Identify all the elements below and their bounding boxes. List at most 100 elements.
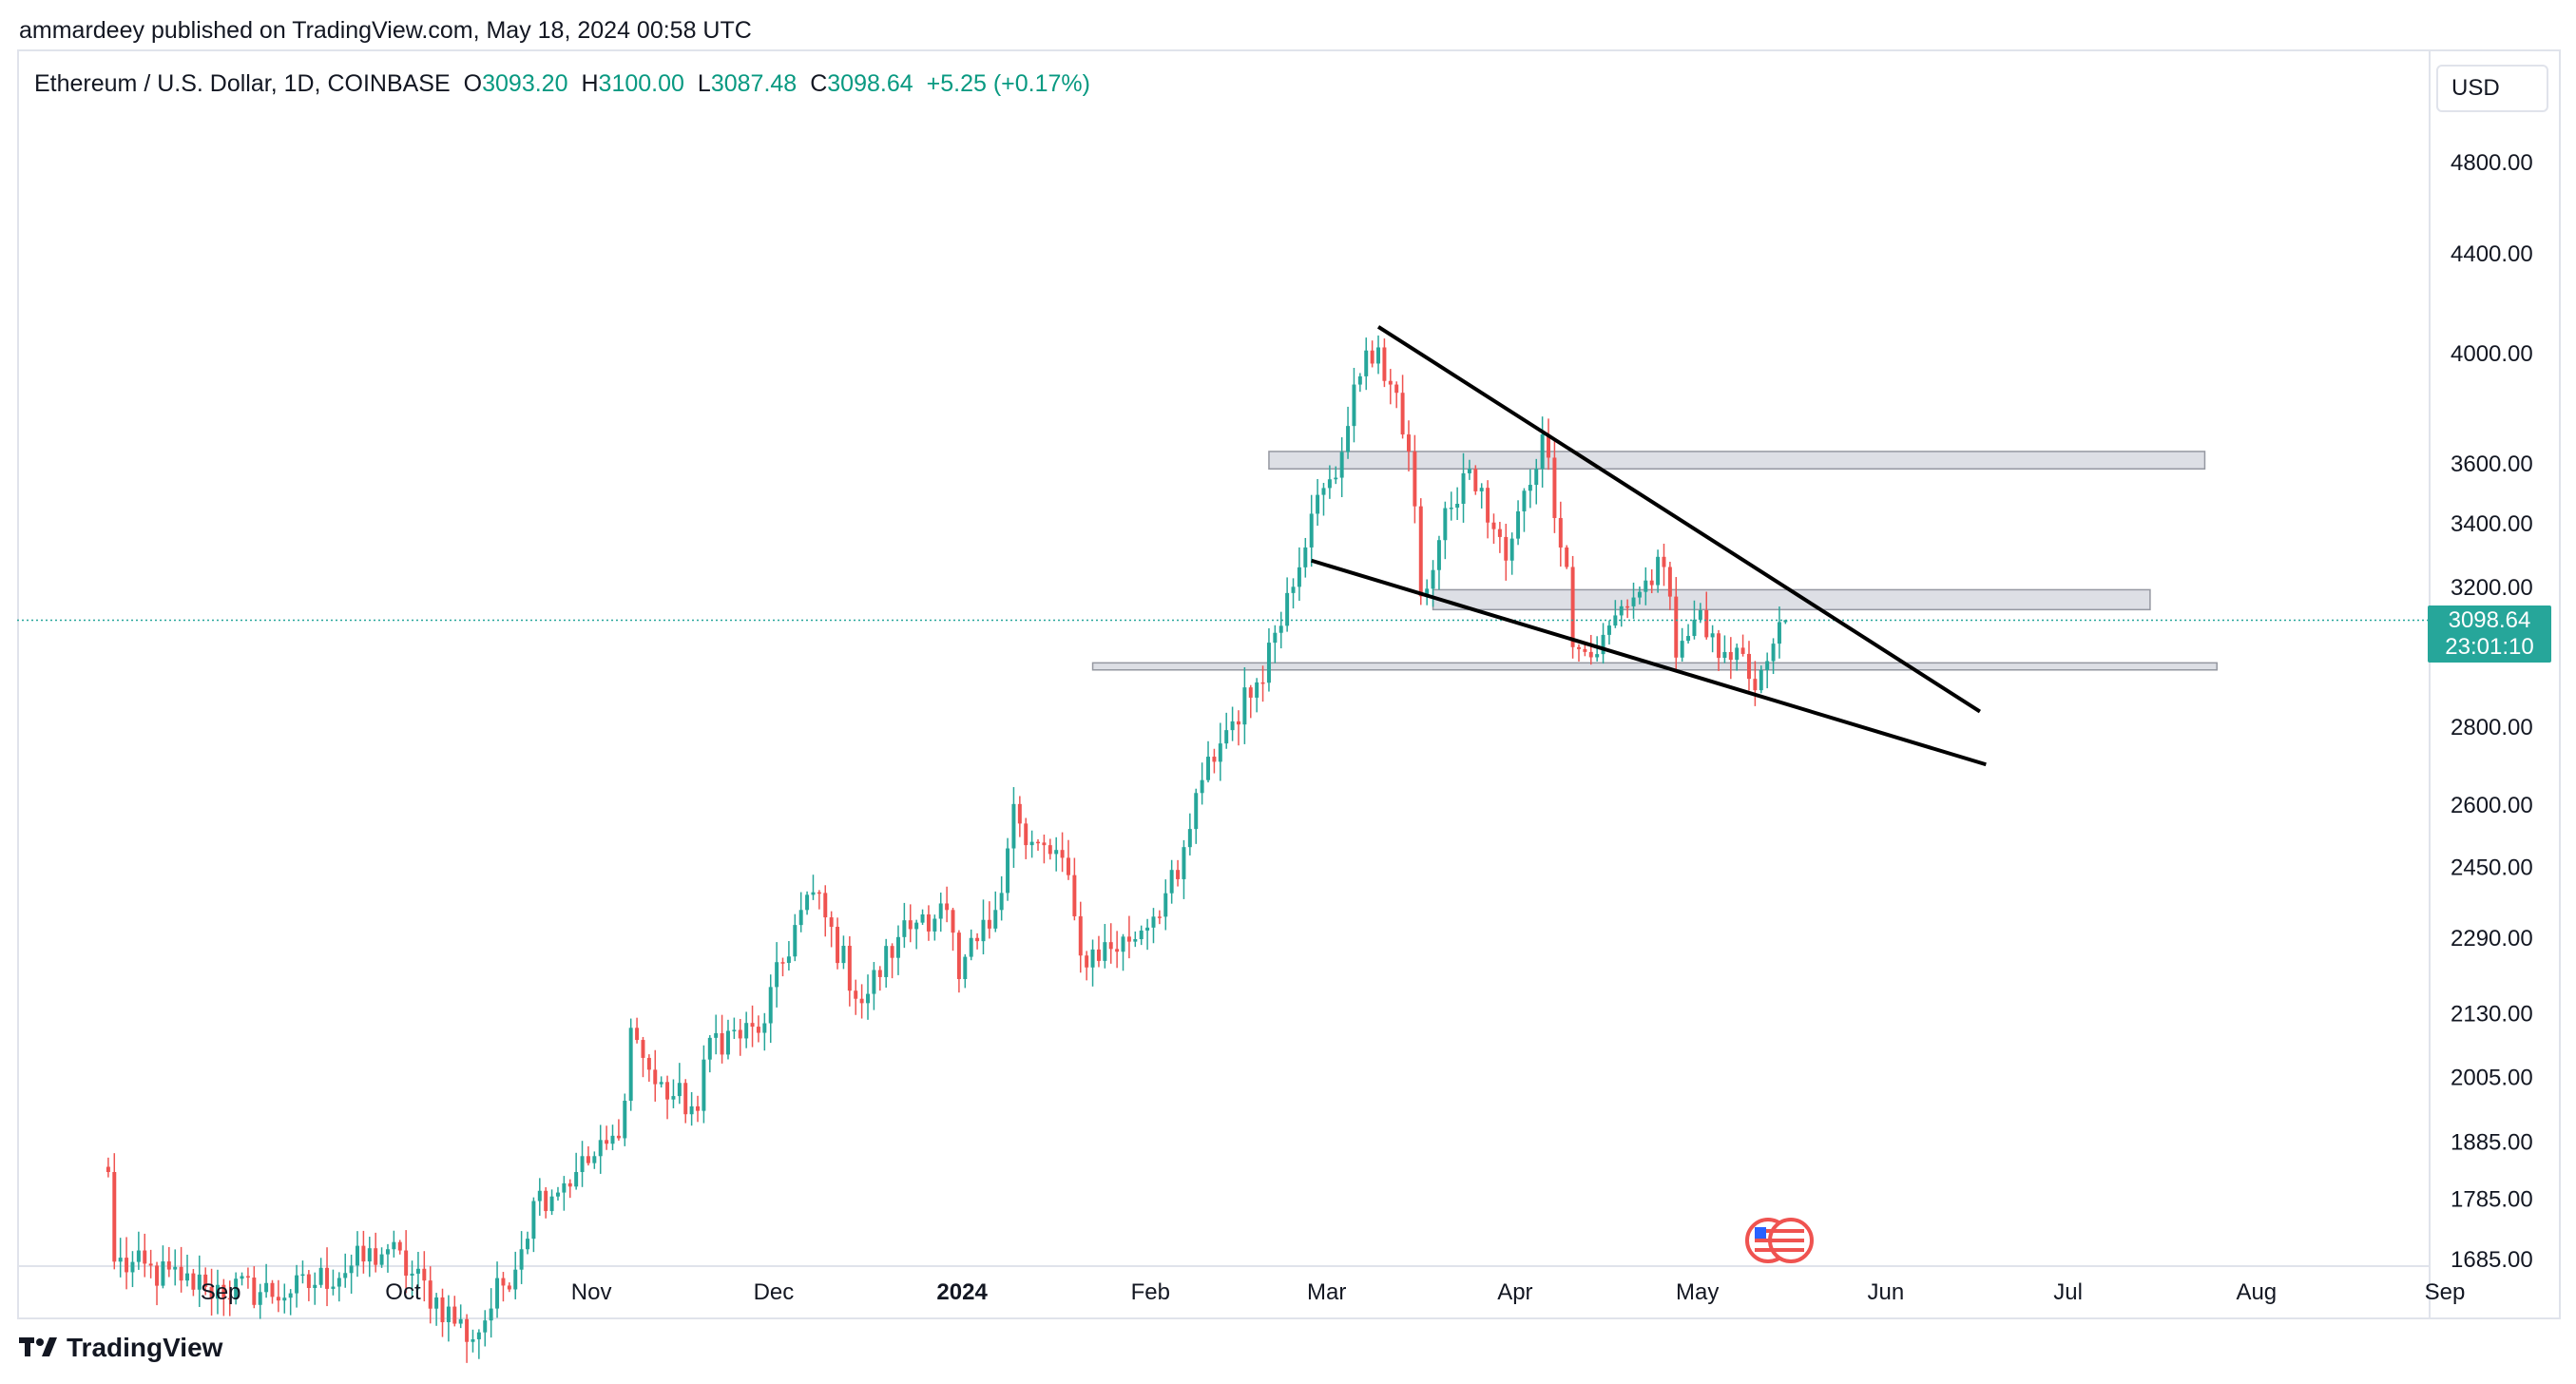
candle[interactable] (1528, 469, 1532, 509)
candle[interactable] (895, 925, 900, 975)
candle[interactable] (969, 929, 973, 961)
trendline[interactable] (1376, 325, 1981, 714)
candle[interactable] (336, 1272, 341, 1302)
candle[interactable] (1747, 641, 1751, 691)
candle[interactable] (1765, 652, 1770, 689)
candle[interactable] (659, 1076, 663, 1088)
candle[interactable] (1309, 494, 1314, 567)
candle[interactable] (1619, 600, 1624, 627)
candle[interactable] (483, 1310, 488, 1347)
candle[interactable] (823, 885, 828, 937)
candle[interactable] (1248, 684, 1253, 719)
candle[interactable] (300, 1260, 305, 1284)
candle[interactable] (537, 1178, 542, 1216)
candle[interactable] (471, 1329, 475, 1353)
candle[interactable] (1516, 500, 1521, 546)
candle[interactable] (665, 1075, 670, 1120)
candle[interactable] (1273, 625, 1278, 663)
candle[interactable] (428, 1266, 433, 1324)
candle[interactable] (1606, 620, 1611, 645)
candle[interactable] (628, 1018, 633, 1111)
candle[interactable] (288, 1289, 293, 1316)
candle[interactable] (1759, 665, 1763, 694)
candle[interactable] (1151, 908, 1156, 944)
candle[interactable] (1090, 939, 1095, 987)
candle[interactable] (118, 1238, 123, 1278)
candle[interactable] (1346, 406, 1351, 459)
candle[interactable] (1522, 488, 1527, 532)
candle[interactable] (562, 1176, 567, 1211)
candle[interactable] (1486, 480, 1490, 539)
candle[interactable] (1710, 625, 1715, 653)
candle[interactable] (793, 913, 798, 962)
candle[interactable] (1316, 478, 1320, 527)
candle[interactable] (720, 1014, 724, 1064)
candle[interactable] (963, 953, 968, 989)
candle[interactable] (1662, 543, 1666, 586)
candle[interactable] (179, 1246, 183, 1293)
candle[interactable] (1717, 629, 1721, 671)
candle[interactable] (744, 1011, 749, 1048)
tradingview-brand[interactable]: TradingView (67, 1333, 223, 1362)
candle[interactable] (1631, 582, 1636, 619)
candle[interactable] (829, 911, 834, 948)
us-flag-economic-events-icon[interactable] (1745, 1218, 1814, 1263)
candle[interactable] (1400, 375, 1405, 439)
candle[interactable] (1321, 482, 1326, 516)
candle[interactable] (872, 962, 876, 1010)
candle[interactable] (264, 1263, 269, 1298)
candle[interactable] (349, 1254, 354, 1294)
candle[interactable] (245, 1267, 250, 1289)
candle[interactable] (1042, 835, 1047, 864)
candle[interactable] (598, 1124, 603, 1174)
candle[interactable] (1625, 599, 1630, 619)
candle[interactable] (1692, 600, 1697, 640)
candle[interactable] (1601, 623, 1605, 664)
candle[interactable] (999, 875, 1004, 921)
candle[interactable] (605, 1125, 609, 1150)
candle[interactable] (526, 1231, 529, 1255)
candle[interactable] (1108, 923, 1113, 964)
candle[interactable] (1176, 859, 1181, 887)
candle[interactable] (1491, 513, 1496, 545)
candle[interactable] (1163, 879, 1168, 931)
candle[interactable] (295, 1264, 299, 1308)
candle[interactable] (1504, 524, 1509, 581)
candle[interactable] (1449, 491, 1453, 521)
candle[interactable] (318, 1258, 323, 1288)
candle[interactable] (1753, 661, 1758, 706)
candle[interactable] (458, 1304, 463, 1329)
candle[interactable] (1260, 665, 1265, 702)
candle[interactable] (859, 984, 864, 1019)
candle[interactable] (555, 1186, 560, 1201)
candle[interactable] (1534, 458, 1539, 505)
candle[interactable] (1139, 925, 1144, 946)
candle[interactable] (1570, 555, 1575, 659)
candle[interactable] (234, 1272, 239, 1305)
candle[interactable] (689, 1091, 694, 1126)
candle[interactable] (1407, 420, 1411, 471)
candle[interactable] (1413, 434, 1417, 524)
candle[interactable] (811, 875, 816, 900)
candle[interactable] (1048, 838, 1052, 860)
candle[interactable] (1054, 836, 1059, 872)
candle[interactable] (306, 1270, 311, 1301)
candle[interactable] (592, 1151, 597, 1169)
candle[interactable] (1473, 465, 1478, 495)
candle[interactable] (1540, 416, 1545, 488)
candle[interactable] (1382, 338, 1387, 388)
trendline[interactable] (1311, 558, 1987, 767)
candle[interactable] (1278, 611, 1283, 649)
candle[interactable] (1224, 712, 1229, 749)
candle[interactable] (325, 1247, 330, 1307)
candle[interactable] (1467, 459, 1471, 480)
candle[interactable] (1443, 501, 1448, 560)
candle[interactable] (768, 974, 773, 1044)
candle[interactable] (1479, 483, 1484, 509)
candle[interactable] (616, 1119, 621, 1141)
candle[interactable] (1237, 710, 1240, 746)
candle[interactable] (1656, 549, 1661, 593)
candle[interactable] (641, 1036, 645, 1078)
candle[interactable] (635, 1017, 640, 1044)
candle[interactable] (574, 1152, 579, 1190)
